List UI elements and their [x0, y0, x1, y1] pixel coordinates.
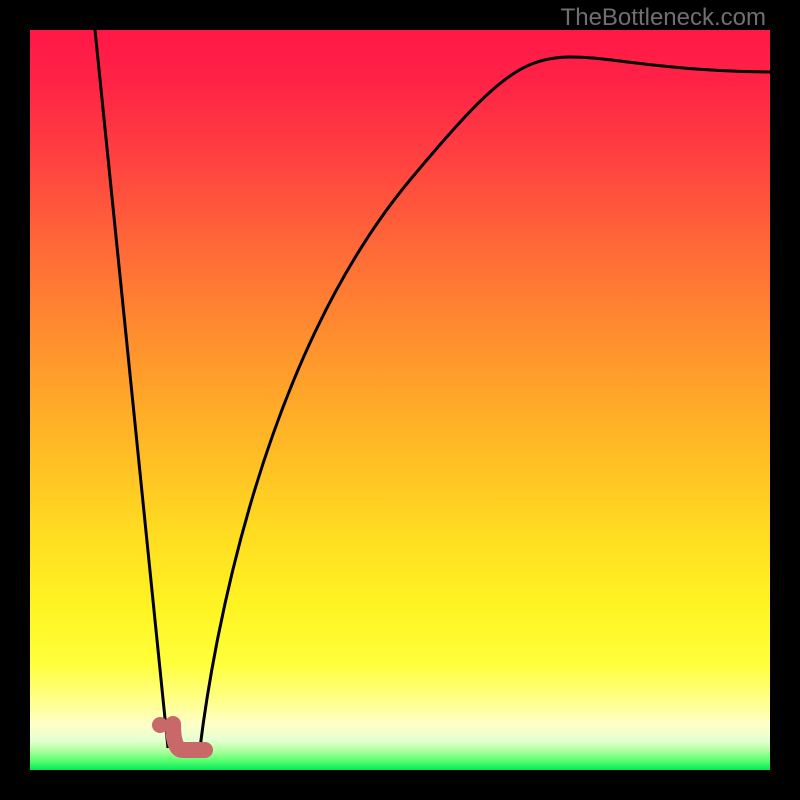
- curve-right-recovery: [200, 57, 770, 748]
- chart-container: TheBottleneck.com: [0, 0, 800, 800]
- plot-area: [30, 30, 770, 770]
- curve-left-descent: [95, 30, 168, 748]
- curve-layer: [30, 30, 770, 770]
- watermark-text: TheBottleneck.com: [561, 4, 766, 32]
